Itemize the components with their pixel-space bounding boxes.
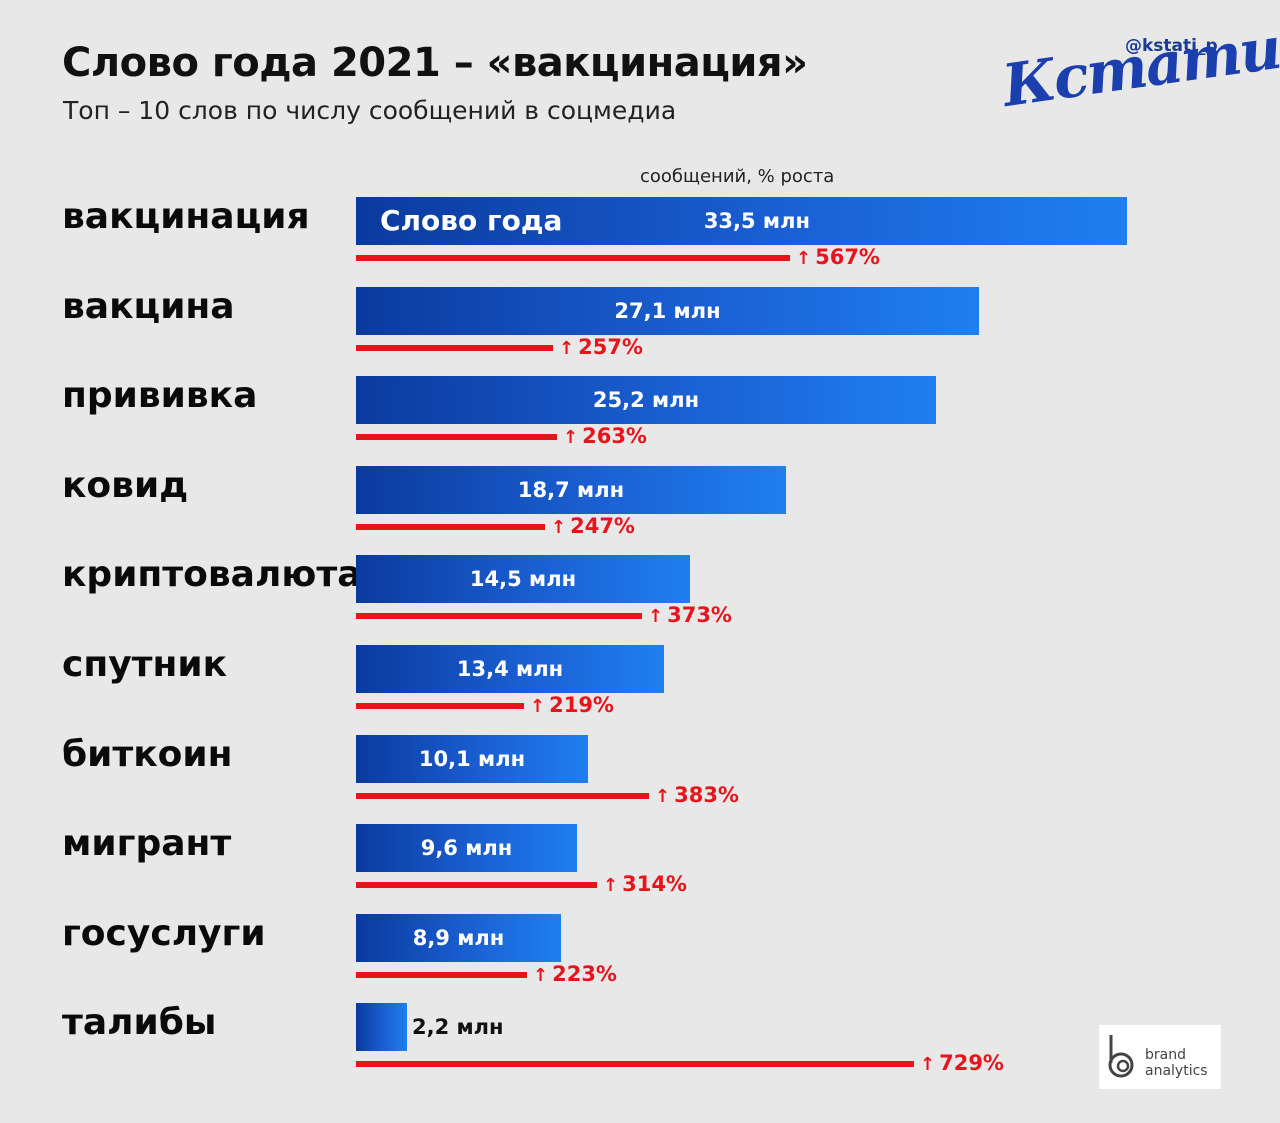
volume-label: 9,6 млн	[420, 836, 513, 860]
growth-label: ↑ 219%	[530, 693, 614, 717]
growth-value: 373%	[667, 603, 732, 627]
growth-line	[356, 524, 545, 530]
growth-line	[356, 345, 553, 351]
volume-bar	[356, 287, 979, 335]
up-arrow-icon: ↑	[603, 875, 619, 896]
category-label: ковид	[62, 465, 189, 506]
volume-bar	[356, 824, 577, 872]
growth-label: ↑ 567%	[796, 245, 880, 269]
category-label: криптовалюта	[62, 554, 362, 595]
volume-bar	[356, 376, 936, 424]
growth-label: ↑ 383%	[655, 783, 739, 807]
category-label: госуслуги	[62, 913, 266, 954]
category-label: талибы	[62, 1002, 217, 1043]
word-of-year-tag: Слово года	[380, 204, 563, 237]
up-arrow-icon: ↑	[563, 427, 579, 448]
up-arrow-icon: ↑	[796, 248, 812, 269]
volume-label: 2,2 млн	[412, 1015, 504, 1039]
volume-label: 8,9 млн	[412, 926, 505, 950]
volume-bar	[356, 197, 1127, 245]
category-label: мигрант	[62, 823, 232, 864]
growth-value: 729%	[939, 1051, 1004, 1075]
category-label: вакцинация	[62, 196, 310, 237]
growth-value: 223%	[552, 962, 617, 986]
volume-bar	[356, 914, 561, 962]
volume-label: 27,1 млн	[614, 299, 721, 323]
brand-logo: Кстати,	[998, 11, 1280, 121]
growth-line	[356, 613, 642, 619]
logo-text-brand: brand	[1145, 1047, 1186, 1063]
growth-value: 263%	[582, 424, 647, 448]
up-arrow-icon: ↑	[655, 786, 671, 807]
up-arrow-icon: ↑	[551, 517, 567, 538]
growth-line	[356, 793, 649, 799]
growth-line	[356, 255, 790, 261]
volume-label: 13,4 млн	[456, 657, 564, 681]
up-arrow-icon: ↑	[559, 338, 575, 359]
volume-bar	[356, 555, 690, 603]
social-handle: @kstati_p	[1125, 36, 1218, 56]
growth-label: ↑ 257%	[559, 335, 643, 359]
volume-bar	[356, 1003, 407, 1051]
growth-line	[356, 434, 557, 440]
growth-value: 567%	[815, 245, 880, 269]
volume-label: 10,1 млн	[418, 747, 526, 771]
chart-title: Слово года 2021 – «вакцинация»	[62, 40, 808, 86]
category-label: биткоин	[62, 734, 233, 775]
volume-label: 33,5 млн	[703, 209, 810, 233]
growth-label: ↑ 263%	[563, 424, 647, 448]
growth-line	[356, 703, 524, 709]
growth-value: 314%	[622, 872, 687, 896]
up-arrow-icon: ↑	[648, 606, 664, 627]
growth-line	[356, 972, 527, 978]
growth-value: 383%	[674, 783, 739, 807]
growth-label: ↑ 373%	[648, 603, 732, 627]
growth-value: 219%	[549, 693, 614, 717]
growth-line	[356, 1061, 914, 1067]
growth-label: ↑ 729%	[920, 1051, 1004, 1075]
growth-label: ↑ 223%	[533, 962, 617, 986]
volume-bar	[356, 735, 588, 783]
growth-line	[356, 882, 597, 888]
brand-analytics-icon	[1108, 1035, 1134, 1078]
category-label: спутник	[62, 644, 228, 685]
growth-label: ↑ 314%	[603, 872, 687, 896]
up-arrow-icon: ↑	[530, 696, 546, 717]
logo-text-analytics: analytics	[1145, 1063, 1208, 1079]
growth-label: ↑ 247%	[551, 514, 635, 538]
brand-analytics-logo: brand analytics	[1099, 1025, 1221, 1089]
volume-label: 14,5 млн	[469, 567, 577, 591]
category-label: вакцина	[62, 286, 235, 327]
growth-value: 247%	[570, 514, 635, 538]
units-note: сообщений, % роста	[640, 166, 835, 187]
volume-label: 25,2 млн	[592, 388, 700, 412]
chart-subtitle: Топ – 10 слов по числу сообщений в соцме…	[63, 96, 677, 125]
volume-bar	[356, 645, 664, 693]
up-arrow-icon: ↑	[920, 1054, 936, 1075]
volume-label: 18,7 млн	[517, 478, 625, 502]
up-arrow-icon: ↑	[533, 965, 549, 986]
growth-value: 257%	[578, 335, 643, 359]
volume-bar	[356, 466, 786, 514]
category-label: прививка	[62, 375, 258, 416]
